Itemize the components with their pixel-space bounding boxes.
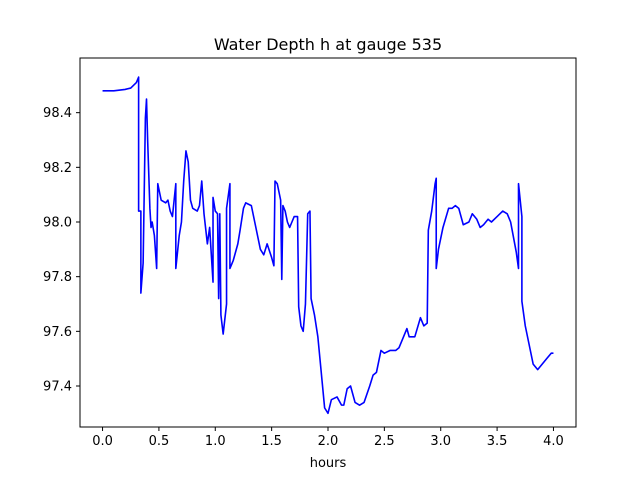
x-tick-label: 2.0 xyxy=(318,434,339,449)
y-tick-label: 97.8 xyxy=(43,270,72,285)
x-tick-label: 1.5 xyxy=(261,434,282,449)
x-tick-label: 4.0 xyxy=(543,434,564,449)
series-line-0 xyxy=(102,76,554,415)
x-axis-label: hours xyxy=(310,456,347,471)
chart-title: Water Depth h at gauge 535 xyxy=(214,35,442,54)
y-tick-label: 98.2 xyxy=(43,161,72,176)
x-tick-label: 0.5 xyxy=(149,434,170,449)
x-tick-label: 3.0 xyxy=(430,434,451,449)
y-tick-label: 97.4 xyxy=(43,380,72,395)
x-tick-label: 1.0 xyxy=(205,434,226,449)
y-tick-label: 98.4 xyxy=(43,106,72,121)
plot-area: 0.0 0.5 1.0 1.5 2.0 2.5 3.0 3.5 4.0 97.4 97.6 97.8 9… xyxy=(43,57,577,449)
y-tick-label: 98.0 xyxy=(43,216,72,231)
x-tick-label: 3.5 xyxy=(487,434,508,449)
x-tick-label: 0.0 xyxy=(92,434,113,449)
y-tick-label: 97.6 xyxy=(43,325,72,340)
x-tick-label: 2.5 xyxy=(374,434,395,449)
